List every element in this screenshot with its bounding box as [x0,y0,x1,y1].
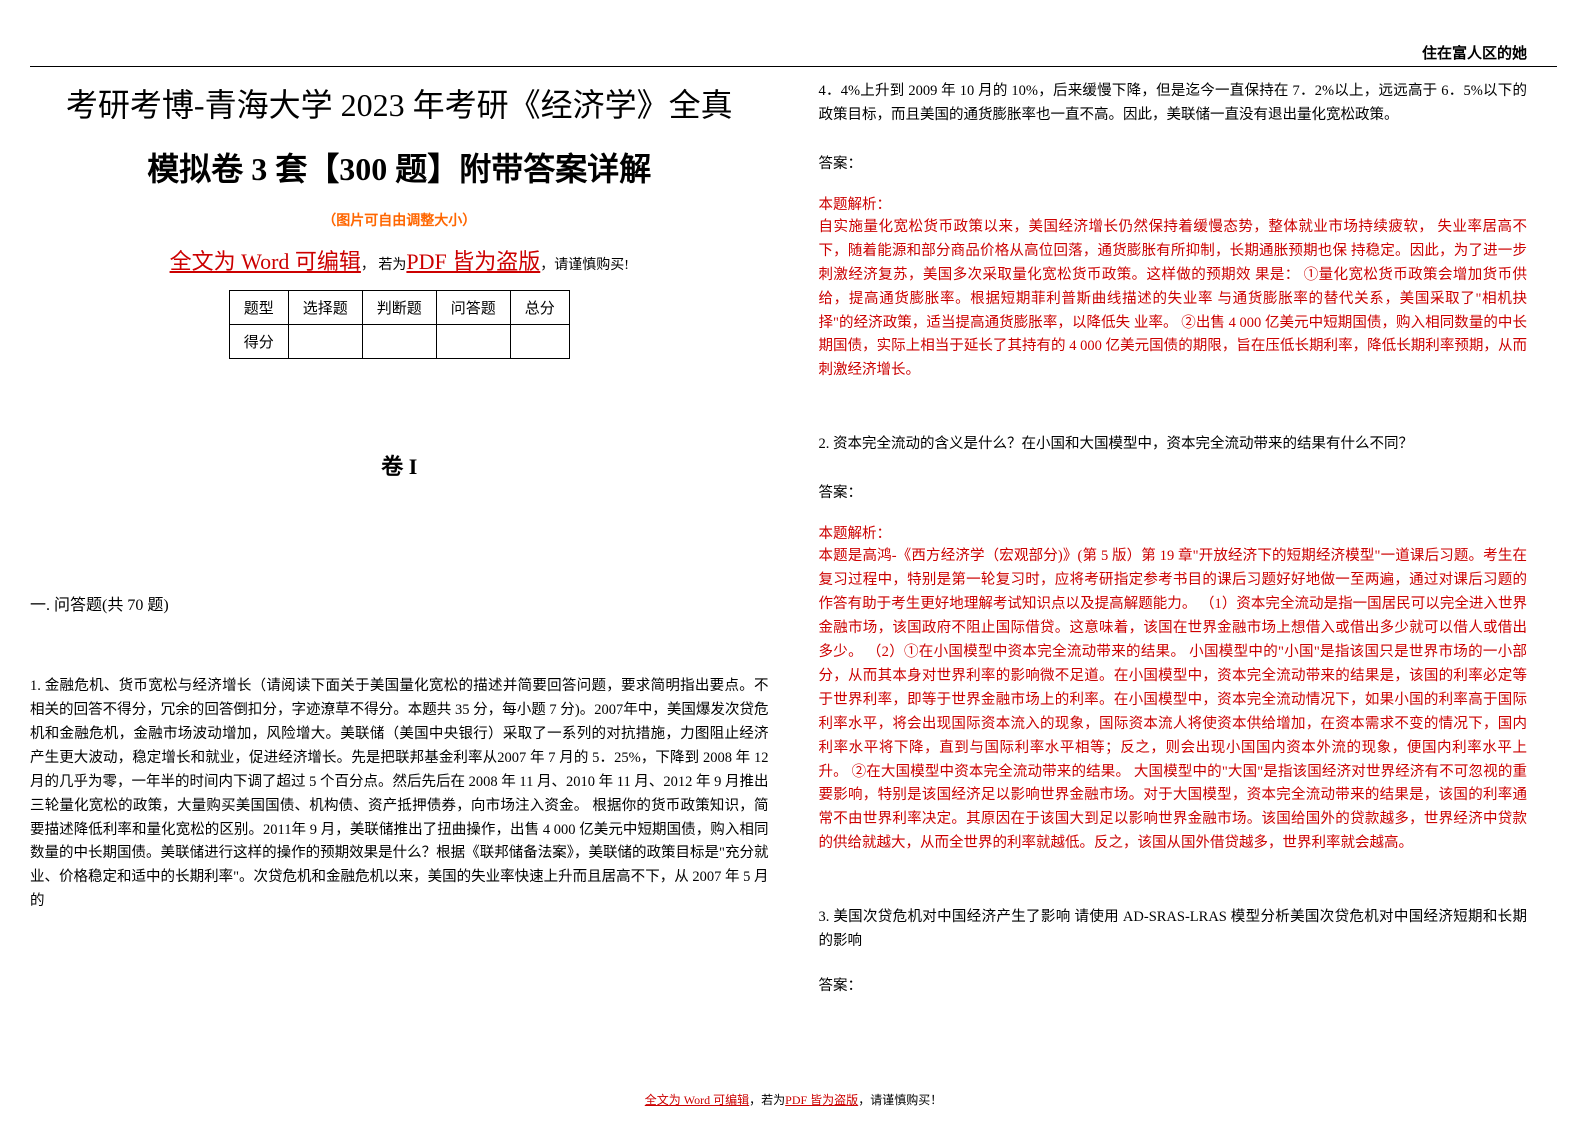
footer-sep1: ，若为 [749,1093,785,1107]
question-1-text: 1. 金融危机、货币宽松与经济增长（请阅读下面关于美国量化宽松的描述并简要回答问… [30,675,769,914]
left-column: 考研考博-青海大学 2023 年考研《经济学》全真 模拟卷 3 套【300 题】… [30,40,794,1102]
score-table: 题型 选择题 判断题 问答题 总分 得分 [229,290,570,359]
q1-answer-label: 答案： [819,152,1528,173]
volume-title: 卷 I [30,449,769,481]
right-column: 4．4%上升到 2009 年 10 月的 10%，后来缓慢下降，但是迄今一直保持… [794,40,1558,1102]
page-footer: 全文为 Word 可编辑，若为PDF 皆为盗版，请谨慎购买！ [0,1091,1587,1108]
q2-analysis-text: 本题是高鸿-《西方经济学（宏观部分)》(第 5 版）第 19 章"开放经济下的短… [819,545,1528,856]
score-th-choice: 选择题 [288,291,362,325]
main-title-line2: 模拟卷 3 套【300 题】附带答案详解 [30,144,769,190]
edit-sep1: ， 若为 [361,258,407,273]
question-2-text: 2. 资本完全流动的含义是什么？在小国和大国模型中，资本完全流动带来的结果有什么… [819,433,1528,457]
score-cell-total [510,325,569,359]
footer-sep2: ，请谨慎购买！ [858,1093,942,1107]
score-cell-choice [288,325,362,359]
score-cell-judge [362,325,436,359]
edit-word-text: 全文为 Word 可编辑 [170,249,361,274]
footer-pdf: PDF 皆为盗版 [785,1093,858,1107]
header-divider [30,66,1557,67]
q1-analysis-text: 自实施量化宽松货币政策以来，美国经济增长仍然保持着缓慢态势，整体就业市场持续疲软… [819,216,1528,383]
q1-analysis-label: 本题解析： [819,193,1528,214]
header-owner-text: 住在富人区的她 [1422,42,1527,63]
score-th-qa: 问答题 [436,291,510,325]
score-th-type: 题型 [229,291,288,325]
image-resize-note: （图片可自由调整大小） [30,210,769,230]
question-1-continuation: 4．4%上升到 2009 年 10 月的 10%，后来缓慢下降，但是迄今一直保持… [819,80,1528,128]
score-row-label: 得分 [229,325,288,359]
section-qa-title: 一. 问答题(共 70 题) [30,591,769,615]
score-th-total: 总分 [510,291,569,325]
score-table-header-row: 题型 选择题 判断题 问答题 总分 [229,291,569,325]
score-cell-qa [436,325,510,359]
q3-answer-label: 答案： [819,974,1528,995]
edit-sep2: ，请谨慎购买! [540,258,629,273]
footer-word: 全文为 Word 可编辑 [645,1093,749,1107]
edit-pdf-text: PDF 皆为盗版 [406,249,540,274]
question-3-text: 3. 美国次贷危机对中国经济产生了影响 请使用 AD-SRAS-LRAS 模型分… [819,906,1528,954]
page-container: 考研考博-青海大学 2023 年考研《经济学》全真 模拟卷 3 套【300 题】… [0,0,1587,1122]
edit-warning-line: 全文为 Word 可编辑， 若为PDF 皆为盗版，请谨慎购买! [30,244,769,276]
main-title-line1: 考研考博-青海大学 2023 年考研《经济学》全真 [30,80,769,126]
q2-analysis-label: 本题解析： [819,522,1528,543]
score-table-data-row: 得分 [229,325,569,359]
score-th-judge: 判断题 [362,291,436,325]
q2-answer-label: 答案： [819,481,1528,502]
